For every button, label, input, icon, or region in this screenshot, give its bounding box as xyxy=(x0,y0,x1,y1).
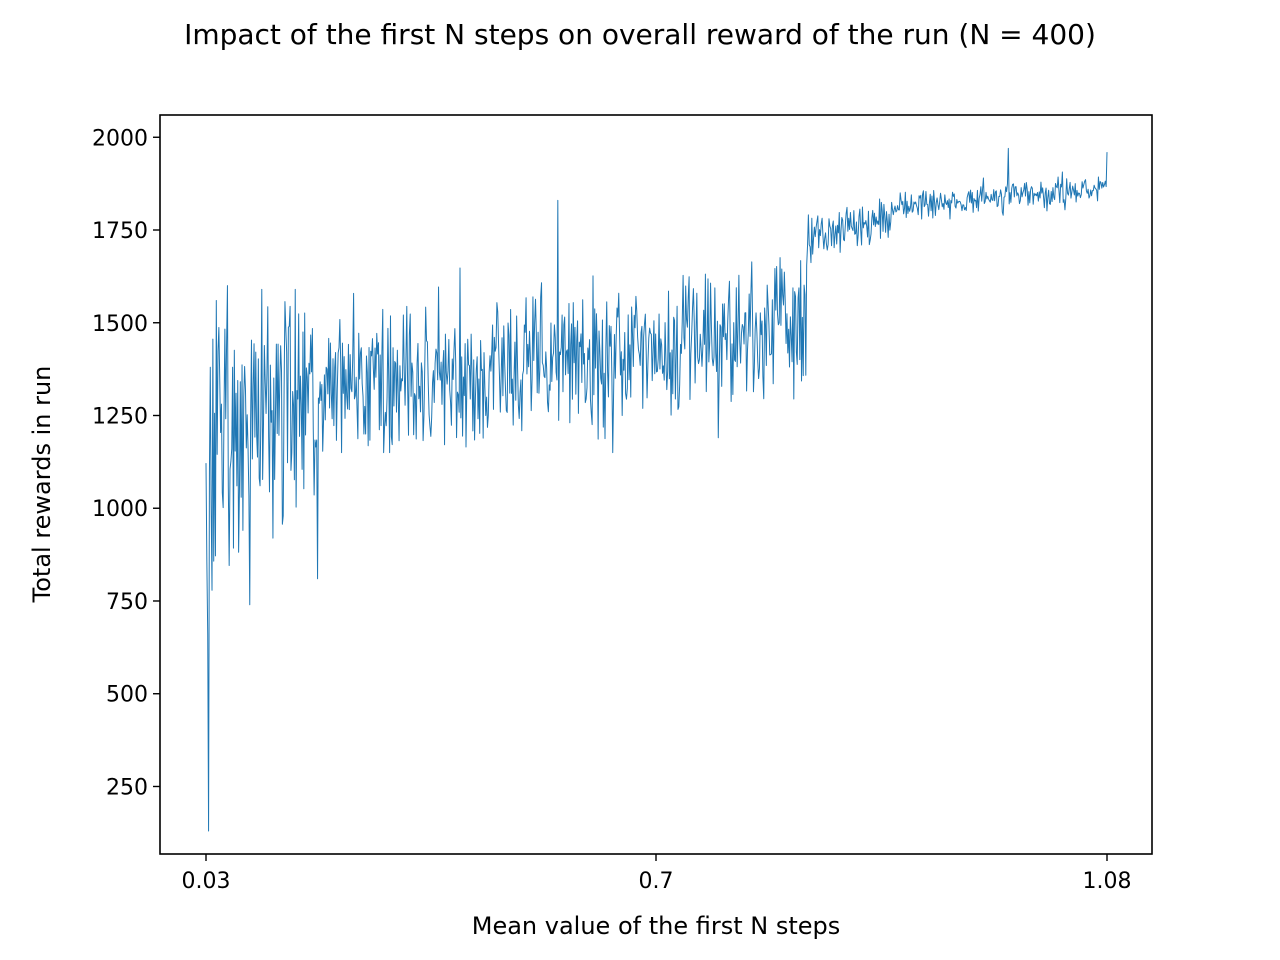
x-tick-label: 0.03 xyxy=(182,869,231,894)
plot-area-frame xyxy=(159,114,1153,855)
y-tick-label: 1500 xyxy=(92,312,148,337)
x-tick-label: 1.08 xyxy=(1083,869,1132,894)
y-tick-label: 500 xyxy=(106,683,148,708)
x-tick-label: 0.7 xyxy=(639,869,674,894)
y-tick-label: 1750 xyxy=(92,219,148,244)
series-line-total-rewards xyxy=(205,147,1108,832)
y-tick-label: 2000 xyxy=(92,126,148,151)
x-axis: 0.03 0.7 1.08 xyxy=(182,854,1132,894)
chart-title: Impact of the first N steps on overall r… xyxy=(184,18,1096,51)
y-tick-label: 1250 xyxy=(92,404,148,429)
y-tick-label: 250 xyxy=(106,775,148,800)
y-axis-label: Total rewards in run xyxy=(28,366,56,604)
y-tick-label: 750 xyxy=(106,590,148,615)
x-axis-label: Mean value of the first N steps xyxy=(472,912,841,940)
y-axis: 250 500 750 1000 1250 1500 1750 2000 xyxy=(92,126,160,800)
y-tick-label: 1000 xyxy=(92,497,148,522)
